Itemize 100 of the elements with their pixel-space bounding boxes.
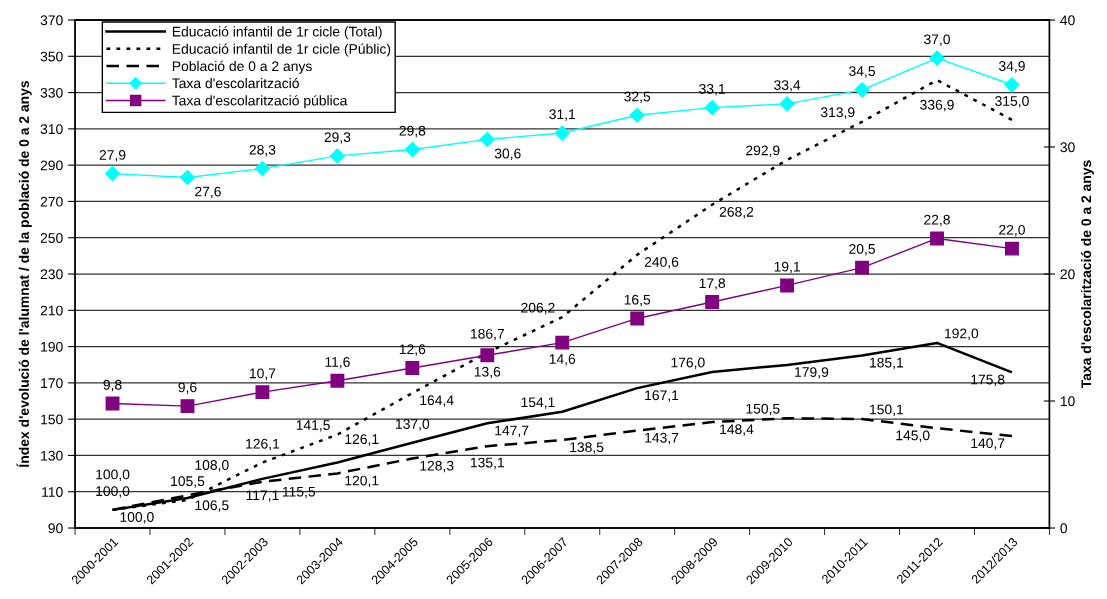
data-label: 138,5 xyxy=(570,442,604,454)
point xyxy=(330,373,345,388)
data-label: 100,0 xyxy=(120,512,154,524)
y-tick-label: 250 xyxy=(40,233,63,243)
data-label: 186,7 xyxy=(470,328,504,341)
point xyxy=(929,50,945,66)
legend-label: Educació infantil de 1r cicle (Públic) xyxy=(172,43,391,57)
data-label: 11,6 xyxy=(325,357,350,369)
legend-label: Taxa d'escolarització pública xyxy=(172,95,348,109)
data-label: 19,1 xyxy=(774,261,800,274)
data-label: 268,2 xyxy=(719,206,754,219)
data-label: 16,5 xyxy=(624,294,651,307)
y-tick-label: 330 xyxy=(40,87,63,98)
point xyxy=(105,396,120,411)
y-tick-label: 130 xyxy=(41,450,63,461)
data-label: 20,5 xyxy=(849,243,875,256)
data-label: 30,6 xyxy=(494,148,521,161)
data-label: 10,7 xyxy=(249,368,276,380)
data-label: 117,1 xyxy=(246,490,279,502)
point xyxy=(554,125,570,141)
data-label: 135,1 xyxy=(470,457,504,470)
point xyxy=(254,161,271,177)
point xyxy=(180,399,195,414)
data-label: 31,1 xyxy=(549,109,576,121)
point xyxy=(255,385,270,400)
point xyxy=(480,348,495,363)
point xyxy=(555,335,570,350)
y-tick-label: 210 xyxy=(40,305,63,316)
data-label: 140,7 xyxy=(971,438,1005,450)
data-label: 108,0 xyxy=(195,460,229,472)
data-label: 37,0 xyxy=(924,34,950,46)
data-label: 27,9 xyxy=(99,149,126,162)
y2-tick-label: 10 xyxy=(1060,396,1075,407)
y-tick-label: 190 xyxy=(41,341,63,352)
data-label: 34,9 xyxy=(998,61,1025,73)
point xyxy=(705,295,720,309)
point xyxy=(854,82,870,98)
point xyxy=(179,169,196,186)
point xyxy=(780,278,795,293)
y2-tick-label: 20 xyxy=(1060,269,1075,280)
data-label: 22,8 xyxy=(924,214,950,227)
data-label: 34,5 xyxy=(849,66,875,78)
y-tick-label: 310 xyxy=(40,124,63,135)
data-label: 176,0 xyxy=(671,357,705,370)
point xyxy=(930,231,944,246)
y-tick-label: 230 xyxy=(40,269,63,280)
y2-tick-label: 30 xyxy=(1060,142,1075,153)
data-label: 14,6 xyxy=(549,354,576,366)
data-label: 137,0 xyxy=(396,419,430,431)
y-tick-label: 290 xyxy=(40,160,63,171)
data-label: 128,3 xyxy=(420,460,454,473)
legend-label: Educació infantil de 1r cicle (Total) xyxy=(172,26,382,40)
data-label: 28,3 xyxy=(249,144,276,157)
point xyxy=(479,131,495,147)
data-label: 17,8 xyxy=(699,278,726,290)
y2-tick-label: 40 xyxy=(1060,15,1075,26)
point xyxy=(405,361,420,375)
data-label: 240,6 xyxy=(644,257,679,269)
point xyxy=(104,166,121,182)
data-label: 185,1 xyxy=(870,357,904,370)
point xyxy=(1004,77,1020,93)
data-label: 315,0 xyxy=(995,96,1029,108)
data-label: 292,9 xyxy=(746,145,780,157)
data-label: 150,5 xyxy=(746,403,780,416)
y-tick-label: 110 xyxy=(42,487,63,497)
data-label: 145,0 xyxy=(896,430,930,442)
data-label: 29,3 xyxy=(324,132,351,144)
point xyxy=(404,141,420,158)
data-label: 164,4 xyxy=(420,395,454,407)
point xyxy=(629,107,645,123)
legend-label: Taxa d'escolarització xyxy=(172,77,299,89)
y-tick-label: 270 xyxy=(40,196,63,207)
data-label: 106,5 xyxy=(195,500,229,512)
data-label: 33,4 xyxy=(774,80,801,92)
data-label: 12,6 xyxy=(399,344,426,356)
data-label: 27,6 xyxy=(195,186,221,199)
point xyxy=(704,100,720,116)
data-label: 13,6 xyxy=(474,366,501,379)
data-label: 143,7 xyxy=(645,432,679,445)
legend-label: Població de 0 a 2 anys xyxy=(172,60,312,74)
point xyxy=(630,311,645,326)
y2-axis-title: Taxa d'escolarització de 0 a 2 anys xyxy=(1080,160,1094,389)
point xyxy=(1005,241,1019,256)
data-label: 150,1 xyxy=(870,404,904,417)
y2-tick-label: 0 xyxy=(1060,523,1068,534)
data-label: 192,0 xyxy=(945,328,979,340)
y-tick-label: 370 xyxy=(40,15,63,26)
y-tick-label: 150 xyxy=(41,414,63,425)
data-label: 29,8 xyxy=(399,125,426,138)
data-label: 22,0 xyxy=(999,224,1025,237)
y-tick-label: 350 xyxy=(40,51,63,62)
data-label: 32,5 xyxy=(624,91,651,104)
data-label: 167,1 xyxy=(645,390,679,402)
point xyxy=(779,96,795,112)
point xyxy=(855,260,870,275)
y-tick-label: 90 xyxy=(48,523,63,534)
data-label: 147,7 xyxy=(495,425,529,438)
data-label: 105,5 xyxy=(171,476,205,488)
point xyxy=(329,148,345,164)
data-label: 9,8 xyxy=(103,379,122,392)
